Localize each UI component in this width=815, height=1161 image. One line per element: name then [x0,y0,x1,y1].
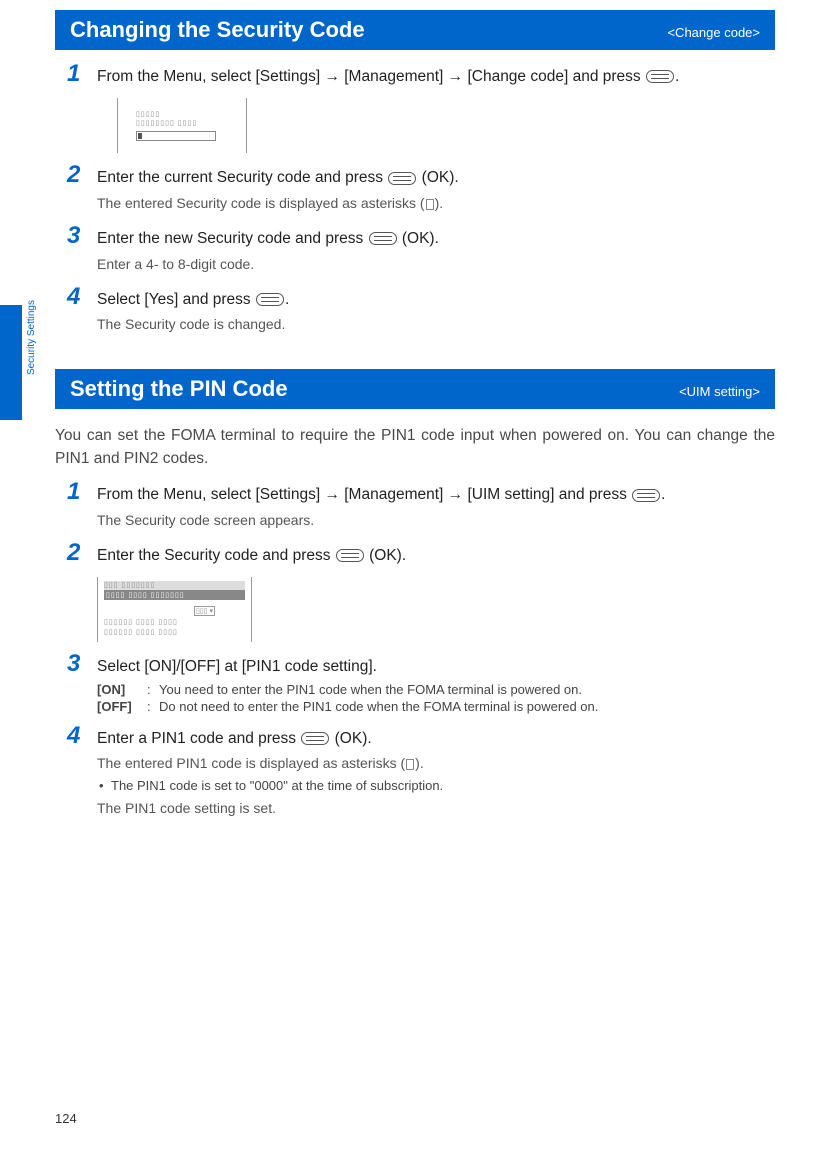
step-number: 1 [67,60,80,88]
phone-screenshot: ▯▯▯▯▯ ▯▯▯▯▯▯▯▯ ▯▯▯▯ [117,98,247,154]
step-1-2: 2 Enter the current Security code and pr… [55,167,775,214]
asterisk-icon [406,759,414,770]
mini-input [136,131,216,141]
arrow-icon: → [448,68,464,85]
section-intro: You can set the FOMA terminal to require… [55,425,775,470]
step-title: Enter a PIN1 code and press (OK). [97,728,775,750]
page-number: 124 [55,1111,77,1126]
step-number: 3 [67,650,80,678]
step-title: Enter the current Security code and pres… [97,167,775,189]
menu-key-icon [388,172,416,185]
step-number: 4 [67,283,80,311]
step-1-4: 4 Select [Yes] and press . The Security … [55,289,775,336]
step-title: Select [Yes] and press . [97,289,775,311]
arrow-icon: → [324,68,340,85]
menu-key-icon [646,70,674,83]
step-2-3: 3 Select [ON]/[OFF] at [PIN1 code settin… [55,656,775,714]
page-content: Changing the Security Code <Change code>… [55,10,775,833]
side-tab [0,305,22,420]
section-tag: <UIM setting> [679,384,760,399]
bullet-note: The PIN1 code is set to "0000" at the ti… [97,776,775,796]
asterisk-icon [426,199,434,210]
step-number: 3 [67,222,80,250]
arrow-icon: → [324,486,340,503]
section-title: Changing the Security Code [70,17,365,43]
arrow-icon: → [448,486,464,503]
step-body: Enter a 4- to 8-digit code. [97,254,775,275]
menu-key-icon [369,232,397,245]
section-tag: <Change code> [667,25,760,40]
phone-screenshot: ▯▯▯ ▯▯▯▯▯▯▯ ▯▯▯▯ ▯▯▯▯ ▯▯▯▯▯▯▯ ▯▯▯ ▾ ▯▯▯▯… [97,577,252,642]
menu-key-icon [632,489,660,502]
menu-key-icon [301,732,329,745]
step-title: Enter the new Security code and press (O… [97,228,775,250]
step-body: The entered PIN1 code is displayed as as… [97,753,775,819]
step-body: The entered Security code is displayed a… [97,193,775,214]
step-title: Enter the Security code and press (OK). [97,545,775,567]
step-number: 4 [67,722,80,750]
step-title: Select [ON]/[OFF] at [PIN1 code setting]… [97,656,775,678]
option-list: [ON] : You need to enter the PIN1 code w… [97,682,775,714]
step-body: The Security code screen appears. [97,510,775,531]
step-title: From the Menu, select [Settings] → [Mana… [97,66,775,88]
step-1-3: 3 Enter the new Security code and press … [55,228,775,275]
section-header-pin-code: Setting the PIN Code <UIM setting> [55,369,775,409]
option-on: [ON] : You need to enter the PIN1 code w… [97,682,775,697]
menu-key-icon [256,293,284,306]
step-body: The Security code is changed. [97,314,775,335]
side-label: Security Settings [26,300,37,375]
step-2-4: 4 Enter a PIN1 code and press (OK). The … [55,728,775,819]
step-number: 2 [67,161,80,189]
step-title: From the Menu, select [Settings] → [Mana… [97,484,775,506]
step-1-1: 1 From the Menu, select [Settings] → [Ma… [55,66,775,153]
step-number: 1 [67,478,80,506]
step-2-2: 2 Enter the Security code and press (OK)… [55,545,775,642]
step-number: 2 [67,539,80,567]
option-off: [OFF] : Do not need to enter the PIN1 co… [97,699,775,714]
section-title: Setting the PIN Code [70,376,288,402]
section-header-change-code: Changing the Security Code <Change code> [55,10,775,50]
menu-key-icon [336,549,364,562]
step-2-1: 1 From the Menu, select [Settings] → [Ma… [55,484,775,531]
